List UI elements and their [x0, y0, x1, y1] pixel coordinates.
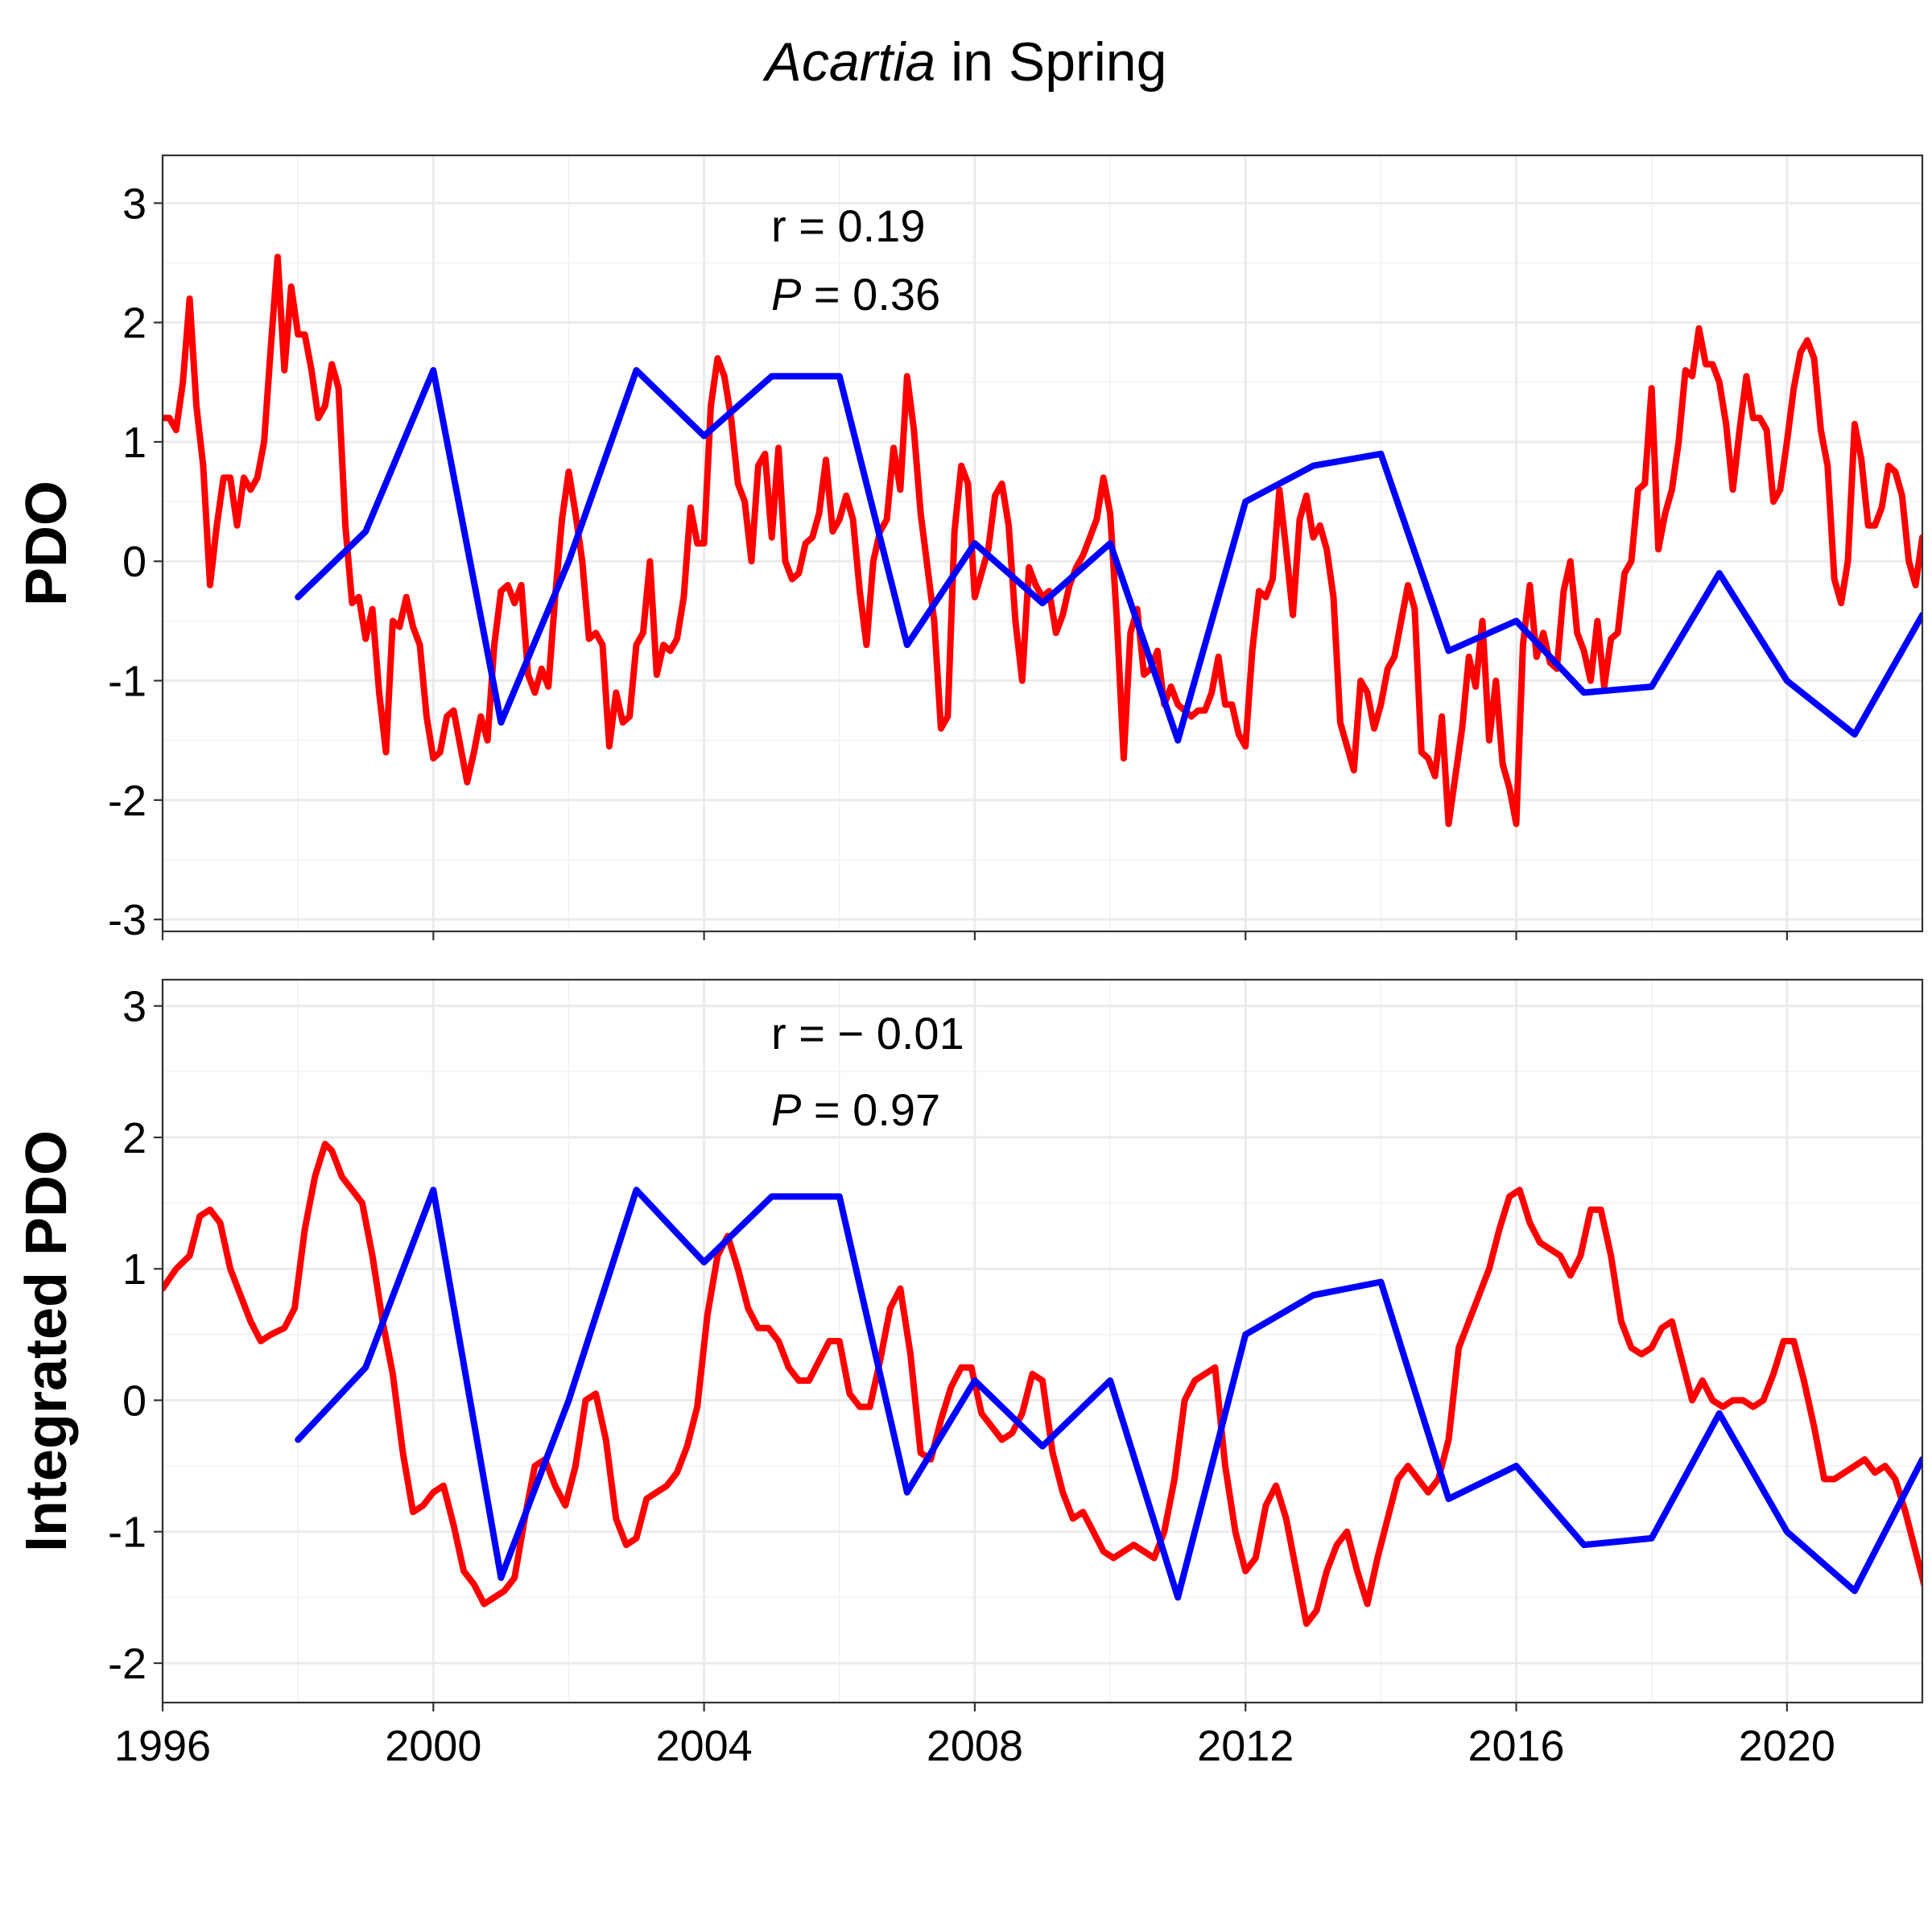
x-tick-label: 2000 — [385, 1722, 481, 1770]
correlation-r-annotation: r = − 0.01 — [771, 1008, 964, 1059]
y-tick-label: 1 — [122, 419, 147, 467]
y-axis-label: PDO — [14, 481, 79, 606]
p-value-annotation: P = 0.36 — [771, 269, 940, 320]
panel-border — [161, 978, 1924, 1704]
chart-title-rest: in Spring — [935, 31, 1166, 93]
chart-title: Acartia in Spring — [762, 31, 1167, 93]
correlation-r-annotation: r = 0.19 — [771, 200, 925, 251]
x-tick-label: 2008 — [927, 1722, 1023, 1770]
panel-integrated-pdo: -2 -1 0 1 2 3 1996 2000 2004 2008 2012 2016 2020 Inte… — [14, 978, 1924, 1770]
y-tick-label: -3 — [108, 896, 147, 944]
x-tick-label: 1996 — [114, 1722, 211, 1770]
y-tick-label: 1 — [122, 1245, 147, 1294]
y-tick-label: 0 — [122, 538, 147, 586]
series-group — [163, 254, 1922, 828]
x-tick-label: 2020 — [1739, 1722, 1835, 1770]
plot-background — [163, 155, 1922, 931]
chart-title-italic: Acartia — [762, 31, 936, 93]
panel-border — [161, 154, 1924, 933]
series-group — [163, 1141, 1922, 1627]
p-value: = 0.36 — [801, 269, 940, 320]
x-tick-label: 2004 — [656, 1722, 753, 1770]
y-axis-label: Integrated PDO — [14, 1130, 79, 1552]
p-value: = 0.97 — [801, 1084, 940, 1135]
x-tick-label: 2016 — [1468, 1722, 1564, 1770]
acartia-abundance-series-line — [295, 1187, 1922, 1601]
y-tick-label: 2 — [122, 299, 147, 348]
panel-pdo: -3 -2 -1 0 1 2 3 PDO r = 0.19 P = 0.36 — [14, 154, 1924, 944]
y-tick-label: -2 — [108, 777, 147, 825]
acartia-abundance-series-line — [295, 367, 1922, 744]
y-tick-label: -2 — [108, 1640, 147, 1688]
y-tick-label: 2 — [122, 1114, 147, 1162]
y-tick-label: 3 — [122, 180, 147, 228]
y-tick-label: 0 — [122, 1377, 147, 1425]
y-tick-label: -1 — [108, 1509, 147, 1557]
pdo-index-series-line — [163, 1141, 1922, 1627]
p-symbol: P — [771, 269, 801, 320]
p-symbol: P — [771, 1084, 801, 1135]
p-value-annotation: P = 0.97 — [771, 1084, 940, 1135]
y-tick-label: -1 — [108, 658, 147, 706]
y-tick-label: 3 — [122, 983, 147, 1031]
x-tick-label: 2012 — [1197, 1722, 1294, 1770]
